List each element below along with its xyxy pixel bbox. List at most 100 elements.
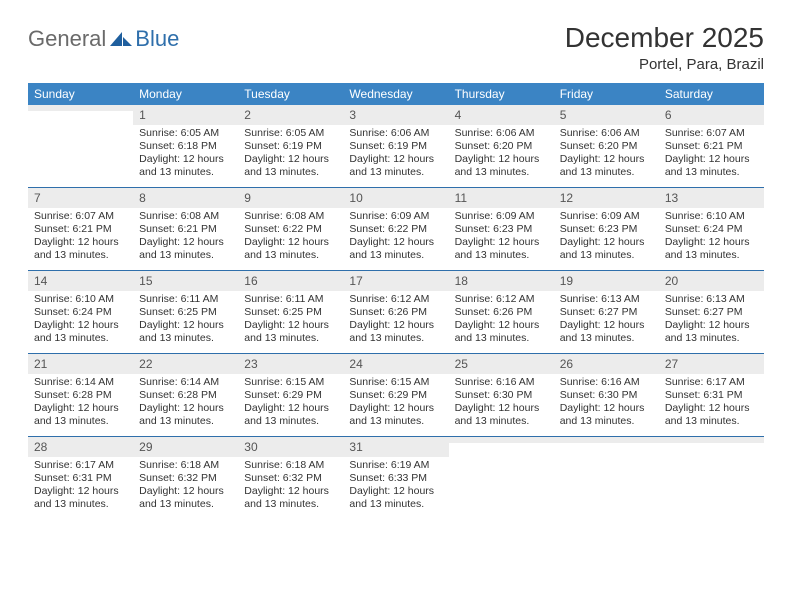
calendar-cell: 8Sunrise: 6:08 AMSunset: 6:21 PMDaylight… [133, 188, 238, 270]
calendar-cell: 20Sunrise: 6:13 AMSunset: 6:27 PMDayligh… [659, 271, 764, 353]
daylight-text: Daylight: 12 hours and 13 minutes. [139, 402, 232, 428]
day-number: 17 [343, 271, 448, 291]
day-number: 20 [659, 271, 764, 291]
sunrise-text: Sunrise: 6:13 AM [560, 293, 653, 306]
day-details [659, 443, 764, 451]
sunrise-text: Sunrise: 6:10 AM [665, 210, 758, 223]
day-number: 31 [343, 437, 448, 457]
daylight-text: Daylight: 12 hours and 13 minutes. [244, 153, 337, 179]
day-details: Sunrise: 6:17 AMSunset: 6:31 PMDaylight:… [28, 457, 133, 518]
day-details: Sunrise: 6:05 AMSunset: 6:19 PMDaylight:… [238, 125, 343, 186]
sunset-text: Sunset: 6:24 PM [34, 306, 127, 319]
day-details: Sunrise: 6:10 AMSunset: 6:24 PMDaylight:… [659, 208, 764, 269]
calendar-cell: 16Sunrise: 6:11 AMSunset: 6:25 PMDayligh… [238, 271, 343, 353]
day-number: 30 [238, 437, 343, 457]
calendar-cell: 13Sunrise: 6:10 AMSunset: 6:24 PMDayligh… [659, 188, 764, 270]
daylight-text: Daylight: 12 hours and 13 minutes. [244, 236, 337, 262]
calendar-cell: 31Sunrise: 6:19 AMSunset: 6:33 PMDayligh… [343, 437, 448, 519]
sunset-text: Sunset: 6:27 PM [665, 306, 758, 319]
day-details: Sunrise: 6:09 AMSunset: 6:23 PMDaylight:… [554, 208, 659, 269]
calendar-cell: 26Sunrise: 6:16 AMSunset: 6:30 PMDayligh… [554, 354, 659, 436]
daylight-text: Daylight: 12 hours and 13 minutes. [349, 402, 442, 428]
day-number: 1 [133, 105, 238, 125]
dow-wednesday: Wednesday [343, 83, 448, 105]
calendar-week: 1Sunrise: 6:05 AMSunset: 6:18 PMDaylight… [28, 105, 764, 188]
day-number: 4 [449, 105, 554, 125]
day-number: 8 [133, 188, 238, 208]
sunrise-text: Sunrise: 6:06 AM [560, 127, 653, 140]
daylight-text: Daylight: 12 hours and 13 minutes. [560, 319, 653, 345]
page-header: General Blue December 2025 Portel, Para,… [28, 22, 764, 73]
sunset-text: Sunset: 6:25 PM [139, 306, 232, 319]
sunset-text: Sunset: 6:26 PM [455, 306, 548, 319]
day-number: 5 [554, 105, 659, 125]
day-number: 25 [449, 354, 554, 374]
day-details: Sunrise: 6:19 AMSunset: 6:33 PMDaylight:… [343, 457, 448, 518]
calendar-cell: 22Sunrise: 6:14 AMSunset: 6:28 PMDayligh… [133, 354, 238, 436]
daylight-text: Daylight: 12 hours and 13 minutes. [349, 485, 442, 511]
day-details: Sunrise: 6:16 AMSunset: 6:30 PMDaylight:… [449, 374, 554, 435]
calendar-cell: 18Sunrise: 6:12 AMSunset: 6:26 PMDayligh… [449, 271, 554, 353]
title-block: December 2025 Portel, Para, Brazil [565, 22, 764, 73]
sunrise-text: Sunrise: 6:16 AM [560, 376, 653, 389]
daylight-text: Daylight: 12 hours and 13 minutes. [244, 485, 337, 511]
day-details: Sunrise: 6:12 AMSunset: 6:26 PMDaylight:… [343, 291, 448, 352]
logo: General Blue [28, 22, 179, 52]
day-details: Sunrise: 6:18 AMSunset: 6:32 PMDaylight:… [238, 457, 343, 518]
sunrise-text: Sunrise: 6:09 AM [455, 210, 548, 223]
calendar-cell: 14Sunrise: 6:10 AMSunset: 6:24 PMDayligh… [28, 271, 133, 353]
day-number: 27 [659, 354, 764, 374]
daylight-text: Daylight: 12 hours and 13 minutes. [139, 236, 232, 262]
sunset-text: Sunset: 6:25 PM [244, 306, 337, 319]
sunset-text: Sunset: 6:20 PM [560, 140, 653, 153]
daylight-text: Daylight: 12 hours and 13 minutes. [34, 236, 127, 262]
logo-text-blue: Blue [135, 26, 179, 52]
calendar-cell: 29Sunrise: 6:18 AMSunset: 6:32 PMDayligh… [133, 437, 238, 519]
day-number: 3 [343, 105, 448, 125]
day-details: Sunrise: 6:09 AMSunset: 6:23 PMDaylight:… [449, 208, 554, 269]
sunset-text: Sunset: 6:23 PM [455, 223, 548, 236]
sunset-text: Sunset: 6:31 PM [34, 472, 127, 485]
calendar-cell: 19Sunrise: 6:13 AMSunset: 6:27 PMDayligh… [554, 271, 659, 353]
daylight-text: Daylight: 12 hours and 13 minutes. [244, 319, 337, 345]
calendar-cell: 11Sunrise: 6:09 AMSunset: 6:23 PMDayligh… [449, 188, 554, 270]
calendar-cell [449, 437, 554, 519]
day-number: 10 [343, 188, 448, 208]
calendar-cell: 27Sunrise: 6:17 AMSunset: 6:31 PMDayligh… [659, 354, 764, 436]
daylight-text: Daylight: 12 hours and 13 minutes. [665, 402, 758, 428]
day-number: 11 [449, 188, 554, 208]
daylight-text: Daylight: 12 hours and 13 minutes. [665, 236, 758, 262]
daylight-text: Daylight: 12 hours and 13 minutes. [455, 236, 548, 262]
sunrise-text: Sunrise: 6:15 AM [244, 376, 337, 389]
day-details: Sunrise: 6:14 AMSunset: 6:28 PMDaylight:… [28, 374, 133, 435]
day-number: 6 [659, 105, 764, 125]
sunrise-text: Sunrise: 6:17 AM [34, 459, 127, 472]
day-details: Sunrise: 6:05 AMSunset: 6:18 PMDaylight:… [133, 125, 238, 186]
logo-text-general: General [28, 26, 106, 52]
dow-friday: Friday [554, 83, 659, 105]
sunset-text: Sunset: 6:29 PM [349, 389, 442, 402]
calendar-week: 28Sunrise: 6:17 AMSunset: 6:31 PMDayligh… [28, 437, 764, 519]
daylight-text: Daylight: 12 hours and 13 minutes. [560, 153, 653, 179]
daylight-text: Daylight: 12 hours and 13 minutes. [455, 319, 548, 345]
sunrise-text: Sunrise: 6:17 AM [665, 376, 758, 389]
day-details: Sunrise: 6:16 AMSunset: 6:30 PMDaylight:… [554, 374, 659, 435]
day-number: 2 [238, 105, 343, 125]
dow-tuesday: Tuesday [238, 83, 343, 105]
sunrise-text: Sunrise: 6:18 AM [244, 459, 337, 472]
daylight-text: Daylight: 12 hours and 13 minutes. [455, 153, 548, 179]
calendar-cell: 21Sunrise: 6:14 AMSunset: 6:28 PMDayligh… [28, 354, 133, 436]
day-details: Sunrise: 6:09 AMSunset: 6:22 PMDaylight:… [343, 208, 448, 269]
sunset-text: Sunset: 6:22 PM [349, 223, 442, 236]
sunset-text: Sunset: 6:21 PM [139, 223, 232, 236]
calendar-cell: 28Sunrise: 6:17 AMSunset: 6:31 PMDayligh… [28, 437, 133, 519]
calendar-cell: 24Sunrise: 6:15 AMSunset: 6:29 PMDayligh… [343, 354, 448, 436]
calendar-week: 7Sunrise: 6:07 AMSunset: 6:21 PMDaylight… [28, 188, 764, 271]
sunrise-text: Sunrise: 6:19 AM [349, 459, 442, 472]
day-details: Sunrise: 6:08 AMSunset: 6:21 PMDaylight:… [133, 208, 238, 269]
day-details: Sunrise: 6:13 AMSunset: 6:27 PMDaylight:… [659, 291, 764, 352]
sunrise-text: Sunrise: 6:12 AM [455, 293, 548, 306]
month-title: December 2025 [565, 22, 764, 54]
day-number: 13 [659, 188, 764, 208]
dow-saturday: Saturday [659, 83, 764, 105]
